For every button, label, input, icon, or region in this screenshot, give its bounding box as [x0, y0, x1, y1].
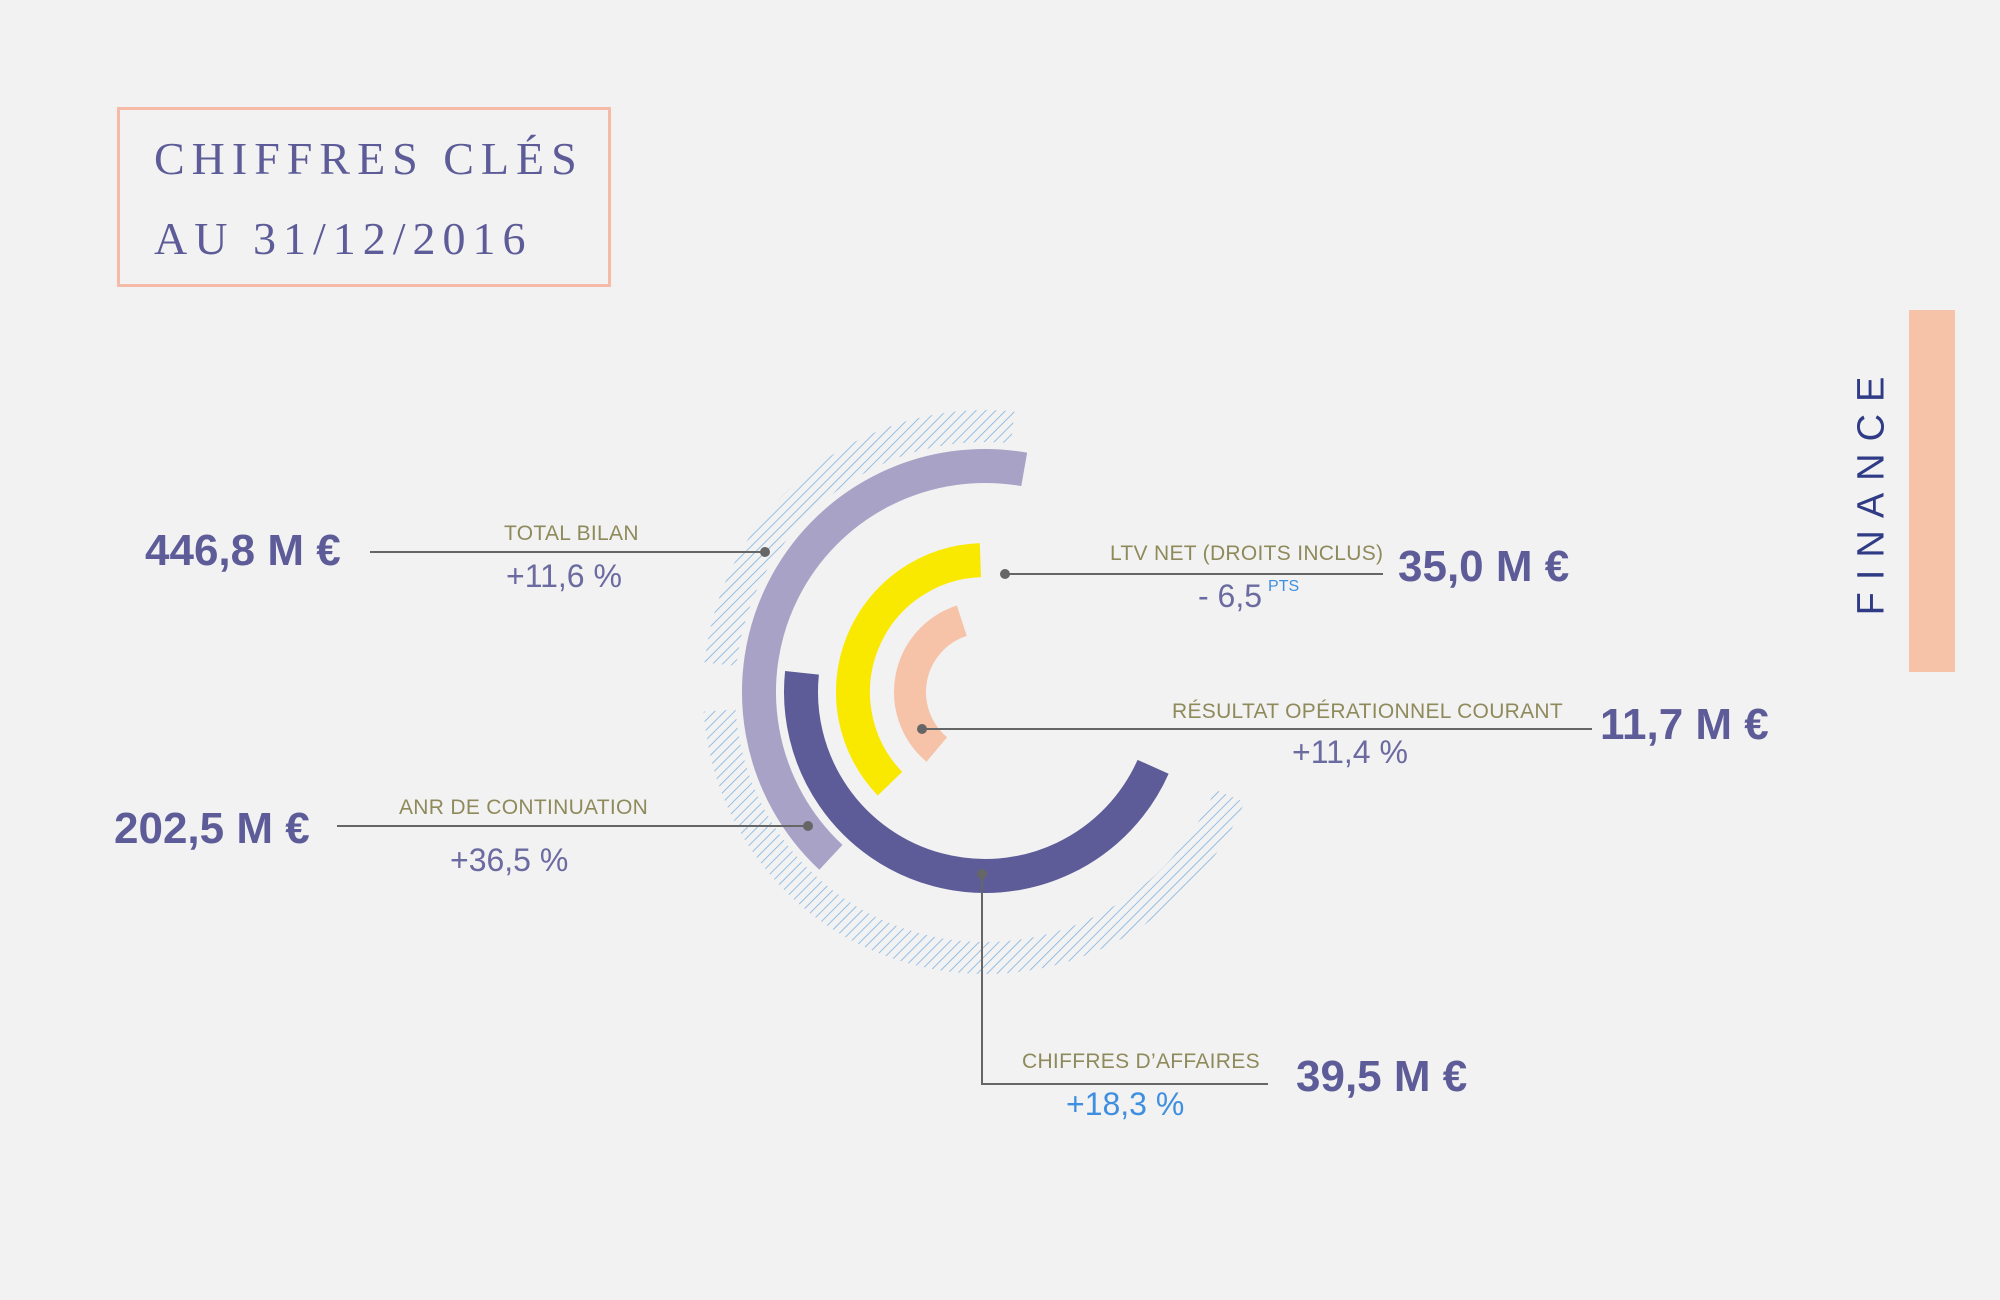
ltv-label: LTV NET (DROITS INCLUS) — [1110, 542, 1384, 565]
roc-value: 11,7 M € — [1600, 700, 1769, 749]
ca-change: +18,3 % — [1066, 1086, 1185, 1122]
leader-dot-ca — [977, 869, 987, 879]
arc-ltv — [836, 543, 982, 796]
ltv-change: - 6,5 PTS — [1198, 578, 1299, 615]
leader-dot-ltv — [1000, 569, 1010, 579]
finance-accent-bar — [1909, 310, 1955, 672]
anr-label: ANR DE CONTINUATION — [399, 796, 649, 819]
title-line-1: CHIFFRES CLÉS — [154, 133, 584, 184]
arc-anr — [784, 671, 1169, 893]
arc-total_bilan — [741, 448, 1028, 870]
ca-value: 39,5 M € — [1296, 1052, 1468, 1101]
total-bilan-label: TOTAL BILAN — [504, 522, 639, 545]
ca-label: CHIFFRES D’AFFAIRES — [1022, 1050, 1260, 1073]
ltv-value: 35,0 M € — [1398, 542, 1570, 591]
leader-dot-total_bilan — [760, 547, 770, 557]
leader-dot-roc — [917, 724, 927, 734]
hatched-band-2 — [703, 709, 1245, 974]
anr-value: 202,5 M € — [114, 804, 310, 853]
roc-label: RÉSULTAT OPÉRATIONNEL COURANT — [1172, 700, 1564, 723]
leader-line-ca — [981, 874, 1268, 1085]
hatched-band-1 — [704, 410, 1015, 666]
title-line-2: AU 31/12/2016 — [154, 213, 533, 264]
ltv-change-value: - 6,5 — [1198, 578, 1263, 614]
leader-dot-anr — [803, 821, 813, 831]
total-bilan-change: +11,6 % — [506, 558, 622, 594]
anr-change: +36,5 % — [450, 842, 569, 878]
total-bilan-value: 446,8 M € — [145, 526, 341, 575]
ltv-change-unit: PTS — [1268, 578, 1300, 595]
roc-change: +11,4 % — [1292, 734, 1408, 770]
title-box: CHIFFRES CLÉS AU 31/12/2016 — [117, 107, 611, 287]
